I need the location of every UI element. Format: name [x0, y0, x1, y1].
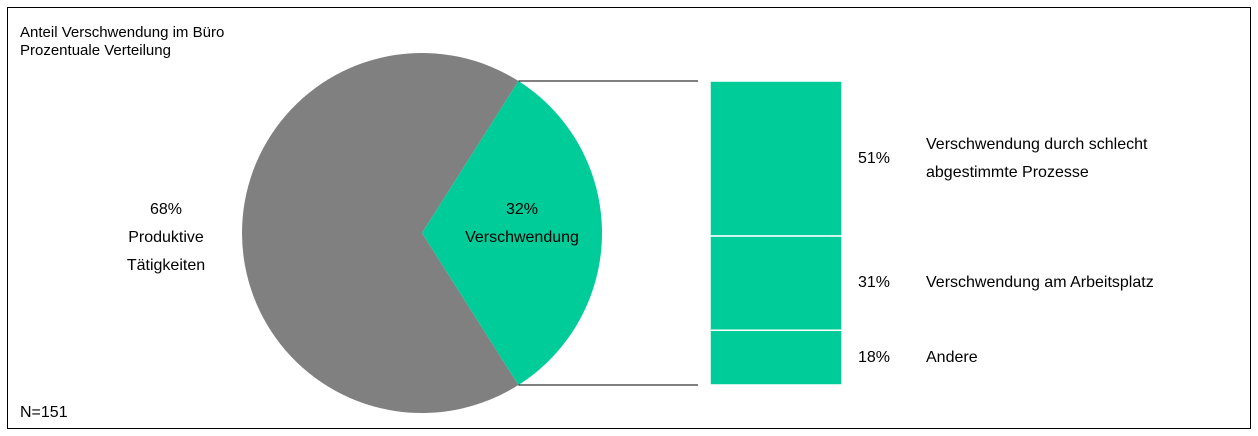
slice-value-label: 68% — [149, 201, 183, 218]
segment-label: Andere — [926, 348, 978, 366]
frame — [7, 7, 1251, 429]
segment-label: Verschwendung durch schlecht abgestimmte… — [926, 135, 1148, 181]
bar-segment — [709, 329, 843, 386]
chart-subtitle: Prozentuale Verteilung — [20, 42, 171, 59]
segment-value-label: 31% — [858, 274, 891, 292]
slice-value-label: 32% — [505, 201, 539, 218]
footnote: N=151 — [20, 404, 68, 421]
pie-slice — [242, 53, 519, 414]
pie-slice — [422, 81, 603, 385]
bar-segment — [709, 80, 843, 237]
segment-label: Verschwendung am Arbeitsplatz — [926, 274, 1154, 292]
bar-segment — [709, 235, 843, 332]
segment-value-label: 18% — [858, 348, 891, 366]
segment-value-label: 51% — [858, 149, 891, 167]
slice-label: Produktive Tätigkeiten — [126, 229, 206, 274]
chart-title: Anteil Verschwendung im Büro — [20, 24, 225, 41]
slice-label: Verschwendung — [465, 229, 579, 246]
